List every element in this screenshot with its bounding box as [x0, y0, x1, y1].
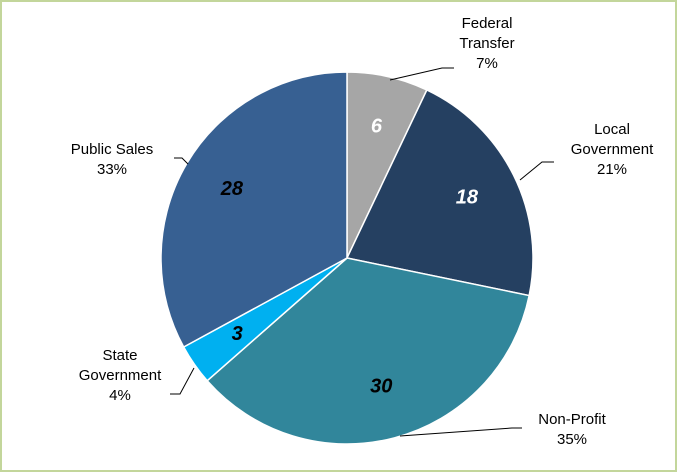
percent-label: 4% — [109, 387, 131, 404]
percent-label: 35% — [556, 431, 588, 448]
leader-line — [389, 67, 454, 81]
leader-line — [174, 157, 189, 165]
category-name: Public Sales — [70, 141, 154, 158]
data-label: 3 — [232, 323, 243, 345]
category-label: Non-Profit 35% — [522, 410, 622, 450]
data-label: 30 — [370, 376, 392, 398]
category-label: State Government 4% — [65, 346, 175, 406]
leader-line — [170, 367, 195, 395]
data-label: 6 — [371, 116, 383, 138]
pie-slice — [345, 88, 534, 297]
pie-slice — [206, 257, 531, 445]
percent-label: 21% — [596, 161, 628, 178]
category-name: Local Government — [570, 121, 654, 158]
percent-label: 7% — [476, 55, 498, 72]
category-name: State Government — [78, 347, 162, 384]
category-name: Federal Transfer — [459, 15, 515, 52]
leader-line — [519, 161, 554, 181]
data-label: 28 — [220, 178, 244, 200]
leader-line — [399, 427, 522, 437]
category-label: Public Sales 33% — [57, 140, 167, 180]
category-name: Non-Profit — [538, 411, 606, 428]
data-label: 18 — [456, 187, 479, 209]
percent-label: 33% — [96, 161, 128, 178]
category-label: Federal Transfer 7% — [447, 14, 527, 74]
category-label: Local Government 21% — [562, 120, 662, 180]
